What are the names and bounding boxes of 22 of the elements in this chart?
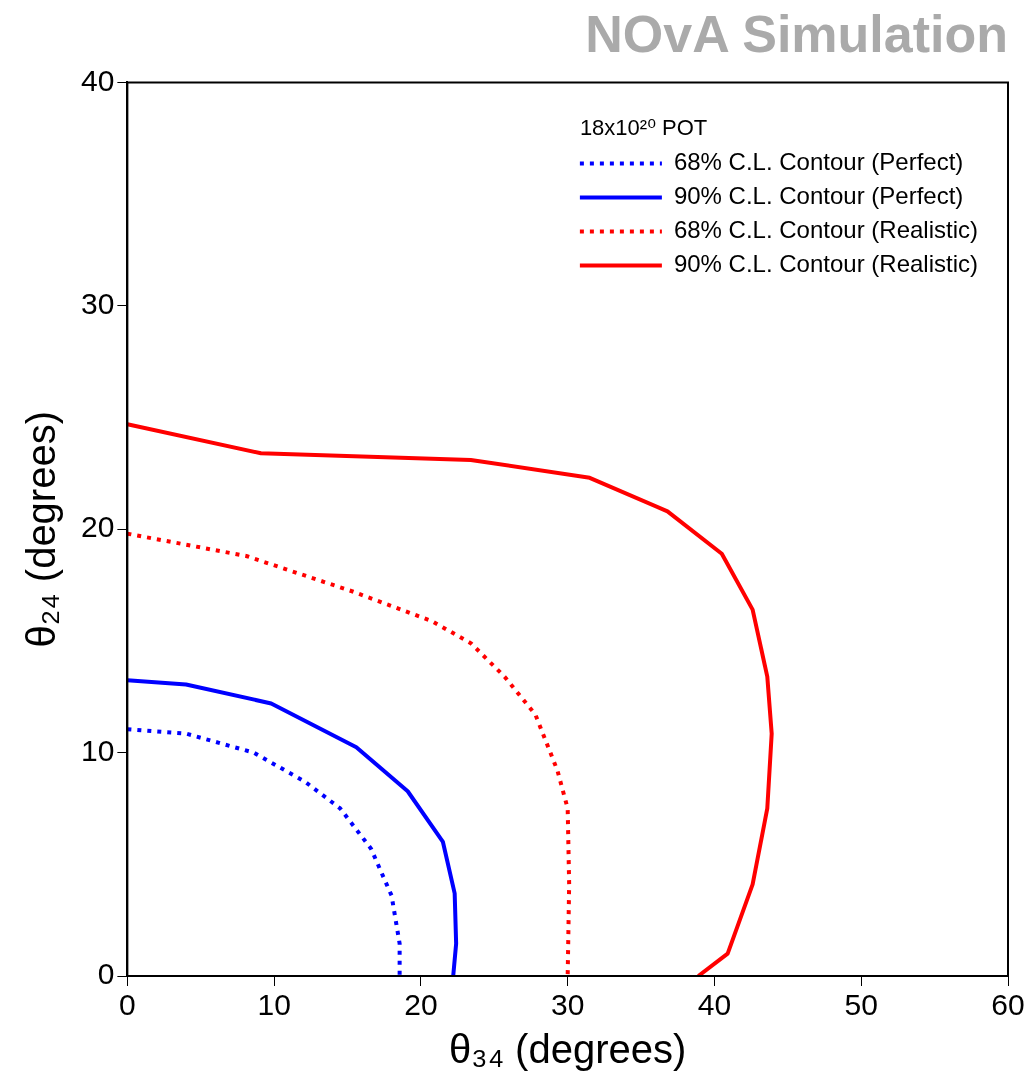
x-axis-title: θ₃₄ (degrees) [449, 1027, 687, 1072]
x-tick-label: 30 [551, 988, 585, 1022]
legend-label: 68% C.L. Contour (Realistic) [673, 216, 979, 244]
y-tick-label: 0 [97, 957, 115, 991]
y-tick-label: 40 [80, 63, 115, 97]
y-axis-title: θ₂₄ (degrees) [19, 411, 64, 648]
x-tick-label: 0 [119, 988, 136, 1022]
x-tick-label: 10 [257, 988, 291, 1022]
y-tick-label: 20 [80, 510, 115, 544]
chart-title: NOvA Simulation [585, 4, 1008, 63]
legend-title: 18x10²⁰ POT [579, 115, 708, 141]
y-tick-label: 10 [80, 733, 115, 767]
legend-label: 68% C.L. Contour (Perfect) [673, 148, 964, 176]
x-tick-label: 20 [404, 988, 438, 1022]
line-series [127, 531, 572, 976]
line-series [127, 727, 402, 976]
y-tick-label: 30 [80, 287, 115, 321]
x-tick-label: 60 [991, 988, 1025, 1022]
legend-label: 90% C.L. Contour (Realistic) [673, 250, 979, 278]
legend-label: 90% C.L. Contour (Perfect) [673, 182, 964, 210]
x-tick-label: 40 [697, 988, 732, 1022]
x-tick-label: 50 [844, 988, 878, 1022]
